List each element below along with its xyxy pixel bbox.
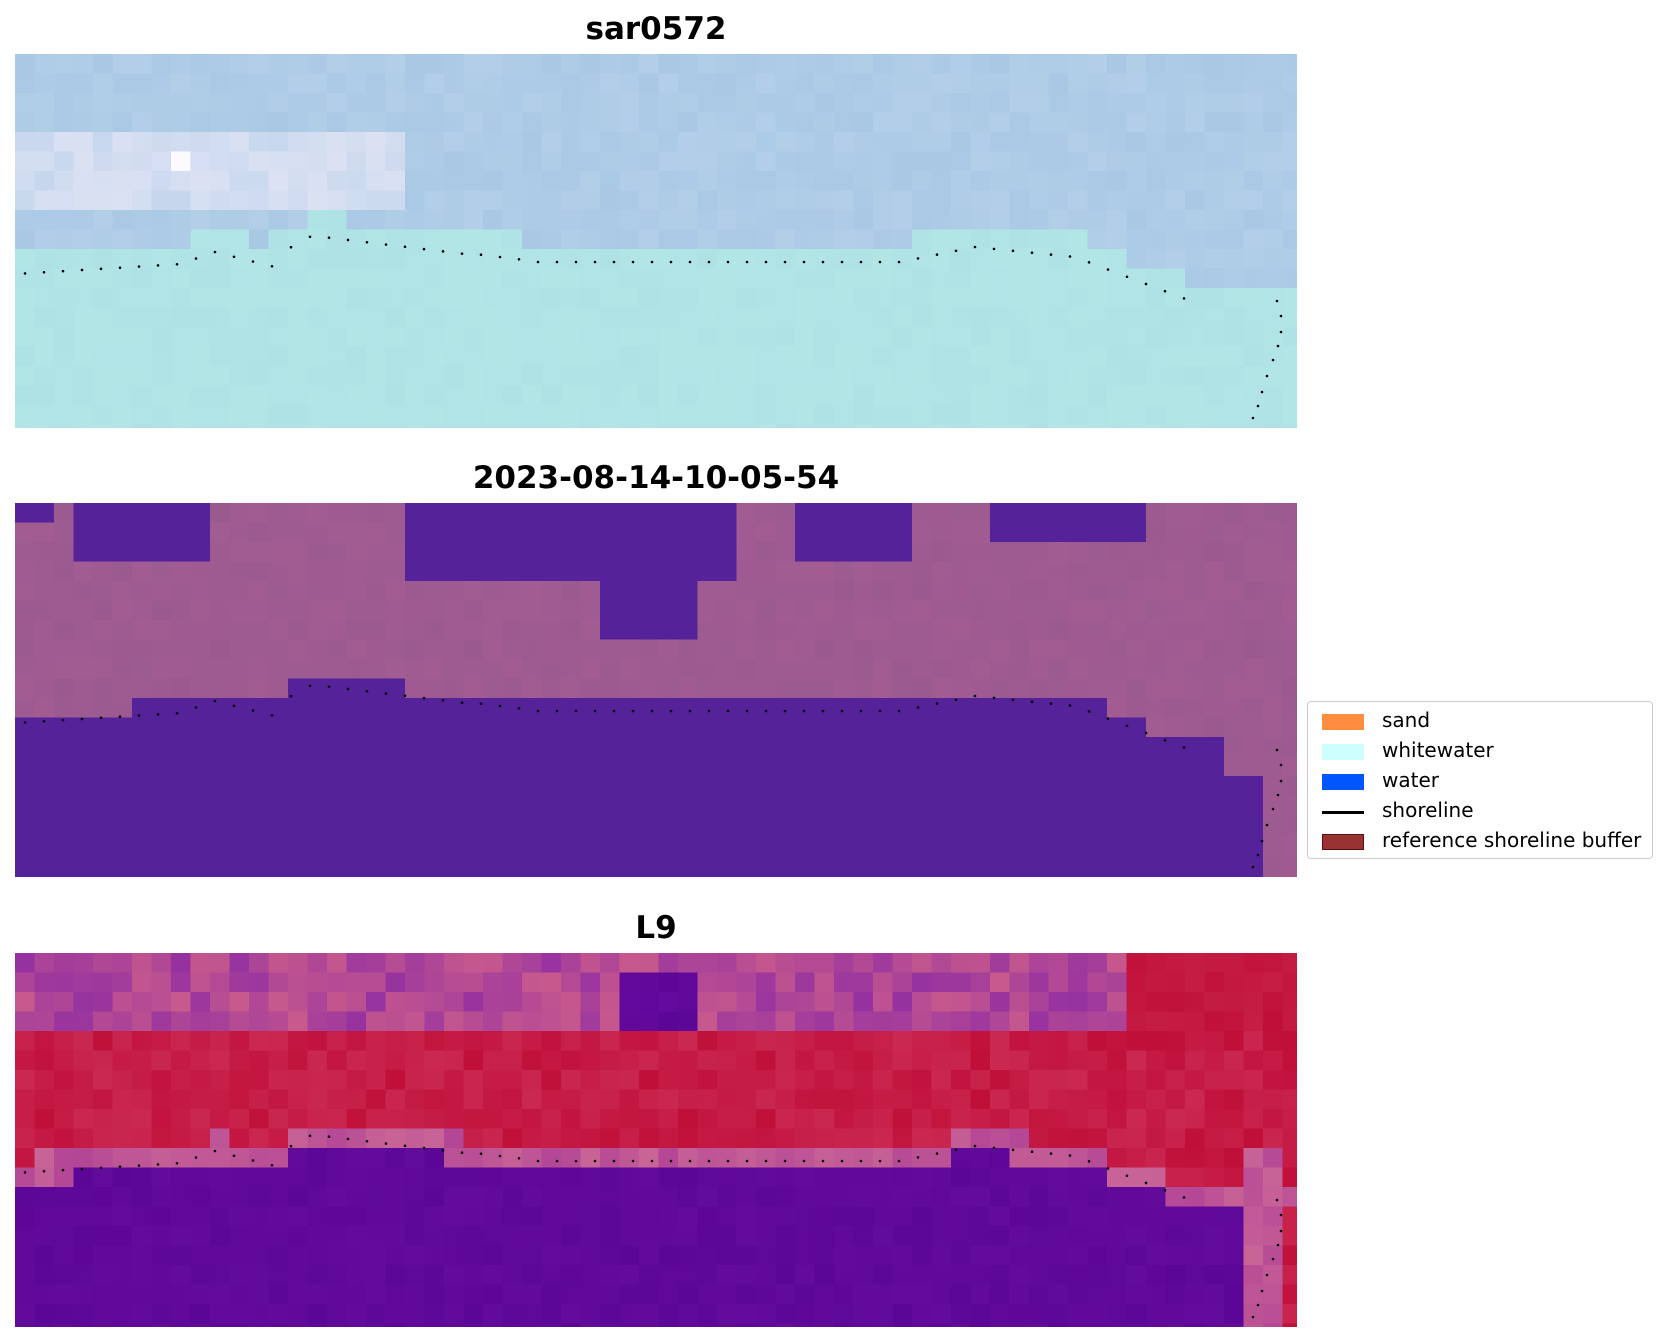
index-image xyxy=(15,953,1297,1327)
legend: sand whitewater water shoreline referenc… xyxy=(1307,701,1653,859)
classified-image-panel xyxy=(15,503,1297,877)
whitewater-swatch xyxy=(1322,744,1364,760)
shoreline xyxy=(23,235,1283,420)
classified-image xyxy=(15,503,1297,877)
rgb-image-panel xyxy=(15,54,1297,428)
shoreline xyxy=(23,684,1283,869)
panel-title-classified: 2023-08-14-10-05-54 xyxy=(472,460,840,496)
sand-swatch xyxy=(1322,714,1364,730)
legend-item-water: water xyxy=(1316,767,1646,795)
legend-label-sand: sand xyxy=(1382,708,1431,732)
rgb-image xyxy=(15,54,1297,428)
legend-label-whitewater: whitewater xyxy=(1382,738,1494,762)
legend-label-shoreline: shoreline xyxy=(1382,798,1474,822)
reference-buffer-swatch xyxy=(1322,834,1364,850)
legend-item-shoreline: shoreline xyxy=(1316,797,1646,825)
index-image-panel xyxy=(15,953,1297,1327)
panel-title-rgb: sar0572 xyxy=(585,11,727,47)
legend-label-reference-buffer: reference shoreline buffer xyxy=(1382,828,1642,852)
water-swatch xyxy=(1322,774,1364,790)
legend-item-whitewater: whitewater xyxy=(1316,737,1646,765)
legend-item-sand: sand xyxy=(1316,707,1646,735)
shoreline xyxy=(23,1134,1283,1319)
legend-label-water: water xyxy=(1382,768,1439,792)
legend-item-reference-buffer: reference shoreline buffer xyxy=(1316,827,1646,855)
panel-title-index: L9 xyxy=(635,910,677,946)
shoreline-line-swatch xyxy=(1322,811,1364,814)
